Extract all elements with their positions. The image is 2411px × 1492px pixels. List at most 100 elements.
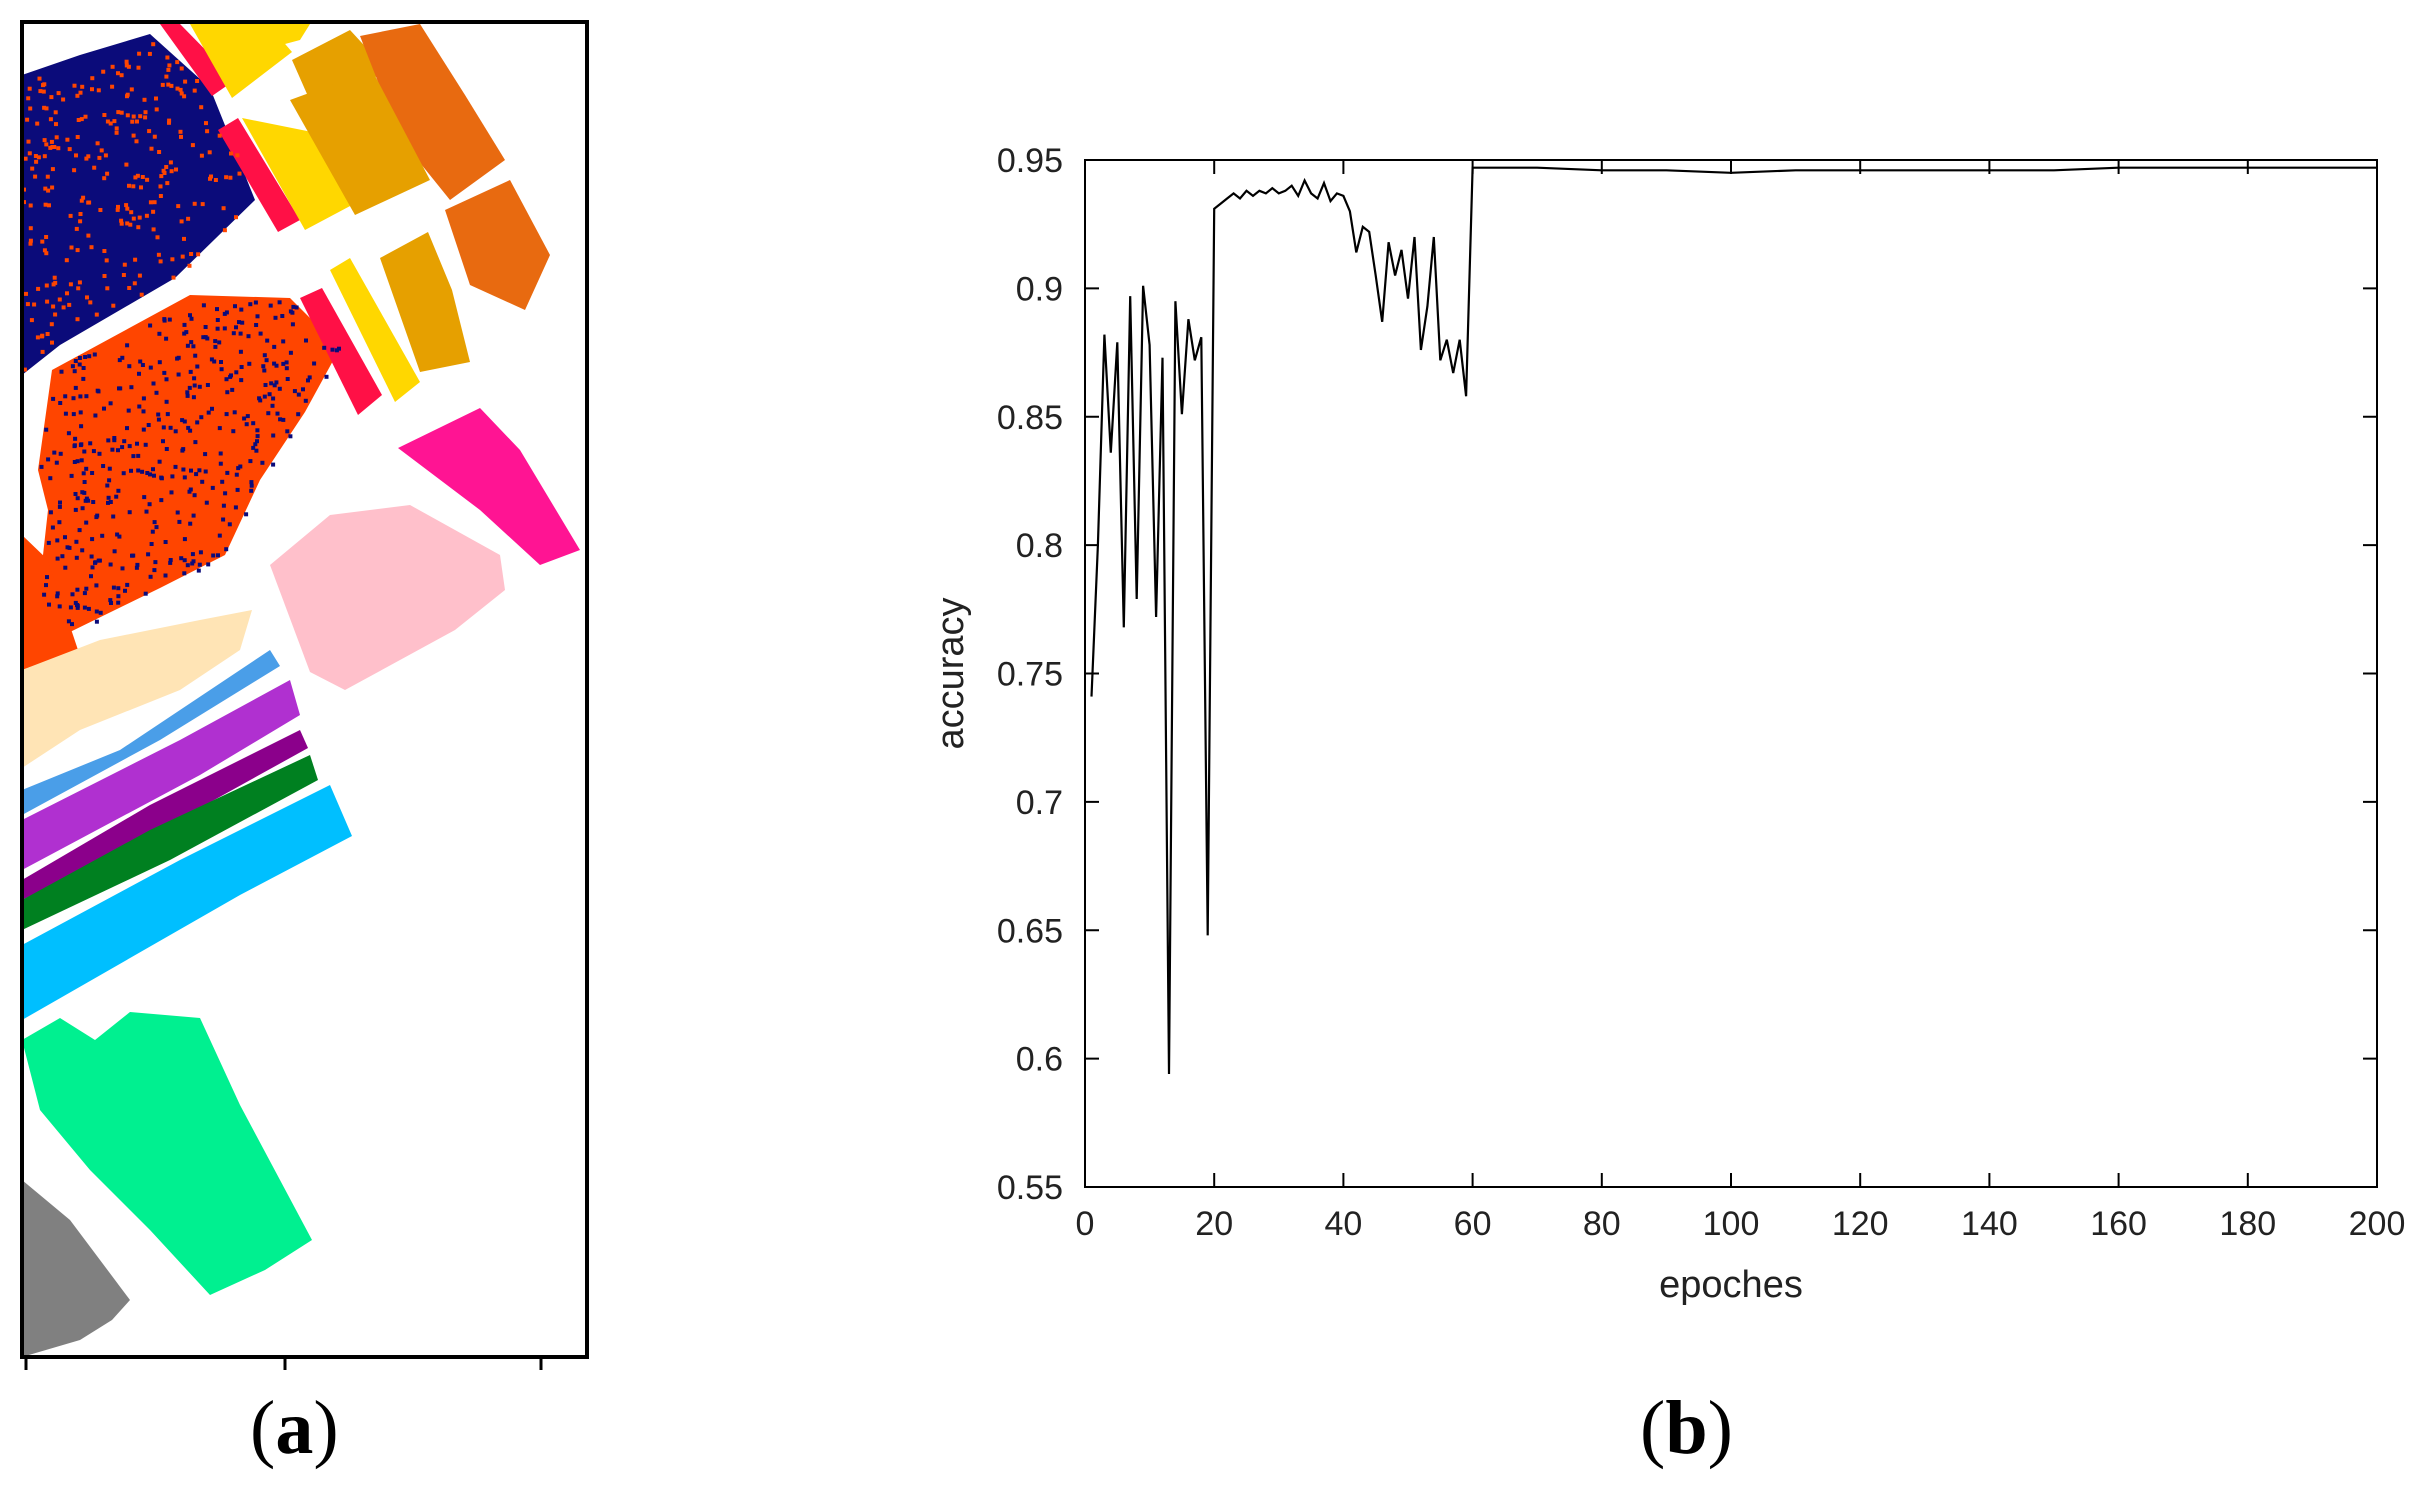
map-class-region [445,180,550,310]
map-speckle [72,369,77,374]
y-tick-label: 0.75 [997,656,1063,694]
map-speckle [129,210,134,215]
map-speckle [136,65,141,70]
map-speckle [164,336,169,341]
map-speckle [190,552,195,557]
map-speckle [70,592,75,597]
map-speckle [168,560,173,565]
map-speckle [27,151,32,156]
map-speckle [127,286,132,290]
map-speckle [217,426,222,431]
map-speckle [154,107,159,112]
map-speckle [247,361,252,366]
map-speckle [42,154,47,159]
map-speckle [93,560,97,565]
map-speckle [59,369,64,374]
map-speckle [185,393,190,398]
map-speckle [234,215,238,220]
map-speckle [151,467,155,472]
map-speckle [130,553,134,558]
map-speckle [192,383,197,388]
x-tick-label: 0 [1076,1205,1095,1243]
x-tick-label: 40 [1324,1205,1362,1243]
map-speckle [137,215,142,220]
map-speckle [182,236,186,241]
map-speckle [44,142,49,147]
map-speckle [73,492,78,496]
map-speckle [48,510,53,515]
map-class-region [22,535,78,670]
map-speckle [184,330,189,335]
map-speckle [55,538,60,543]
map-speckle [207,150,212,155]
map-speckle [69,473,74,478]
y-tick-label: 0.6 [1016,1041,1063,1079]
map-speckle [129,468,133,473]
map-speckle [272,344,277,349]
map-speckle [206,562,211,567]
map-speckle [134,565,139,570]
map-speckle [182,537,187,542]
map-speckle [154,390,159,395]
panel-a-caption: (a) [250,1386,339,1470]
map-speckle [240,320,245,325]
map-speckle [178,87,183,92]
map-speckle [75,93,80,98]
map-speckle [127,364,132,369]
map-speckle [125,343,130,348]
map-speckle [161,168,166,173]
map-speckle [190,143,195,148]
x-tick-label: 120 [1832,1205,1889,1243]
map-speckle [195,79,200,83]
map-speckle [77,280,82,285]
map-speckle [156,412,161,417]
map-speckle [145,177,150,182]
map-speckle [180,418,185,423]
map-speckle [271,396,276,401]
map-speckle [191,344,196,349]
map-speckle [238,331,243,336]
map-speckle [225,470,230,475]
map-speckle [89,245,94,250]
map-speckle [273,315,278,320]
map-speckle [129,87,134,92]
map-speckle [162,171,167,175]
map-speckle [148,472,152,477]
map-speckle [224,175,229,180]
map-class-region [22,1012,312,1295]
map-speckle [146,423,151,427]
map-speckle [159,174,164,179]
map-speckle [48,476,53,481]
x-tick-label: 20 [1195,1205,1233,1243]
map-speckle [234,370,239,375]
map-speckle [296,412,301,417]
map-speckle [102,113,107,117]
map-speckle [75,248,80,253]
map-speckle [82,591,87,596]
map-speckle [212,359,217,364]
map-speckle [45,174,50,179]
map-speckle [189,340,194,345]
map-speckle [205,383,210,387]
map-speckle [255,428,260,433]
map-speckle [290,322,295,327]
map-speckle [68,213,73,218]
map-speckle [57,504,62,509]
map-speckle [296,392,301,397]
map-speckle [249,480,254,485]
y-tick-label: 0.65 [997,912,1063,950]
map-speckle [117,534,122,539]
map-speckle [122,262,127,267]
map-speckle [147,51,152,56]
map-speckle [146,552,151,557]
map-speckle [72,460,77,464]
map-speckle [123,588,127,593]
map-speckle [164,74,169,79]
map-speckle [185,563,190,568]
map-speckle [65,137,70,142]
map-speckle [116,448,120,453]
map-speckle [141,409,146,414]
map-speckle [81,471,86,476]
map-speckle [257,396,262,401]
map-speckle [156,417,161,422]
